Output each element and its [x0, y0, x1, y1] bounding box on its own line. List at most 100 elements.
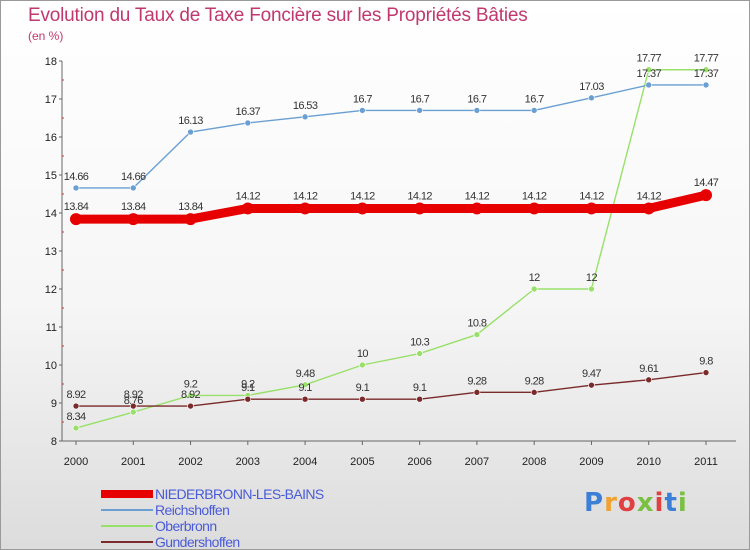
x-tick-label: 2003	[236, 456, 260, 468]
data-label: 14.12	[579, 190, 604, 202]
data-point	[588, 94, 595, 102]
brand-logo-letter: t	[664, 488, 678, 518]
x-tick-label: 2009	[579, 456, 603, 468]
brand-logo: Proxiti	[584, 488, 688, 518]
data-label: 16.7	[353, 93, 372, 105]
x-tick-label: 2007	[465, 456, 489, 468]
data-point	[184, 213, 197, 226]
data-label: 8.76	[124, 395, 143, 407]
y-tick-label: 9	[51, 398, 57, 410]
data-point	[530, 285, 538, 293]
data-point	[473, 107, 481, 114]
data-label: 13.84	[121, 201, 146, 213]
data-label: 14.66	[64, 171, 89, 183]
legend-label: Gundershoffen	[155, 534, 240, 550]
data-point	[244, 395, 252, 403]
data-point	[588, 381, 595, 389]
data-label: 8.34	[66, 411, 85, 423]
data-point	[413, 202, 426, 215]
data-label: 14.12	[407, 190, 432, 202]
brand-logo-letter: i	[654, 488, 665, 518]
series-line	[75, 371, 707, 407]
legend-swatch	[101, 509, 153, 511]
data-label: 9.2	[241, 378, 255, 390]
data-point	[301, 381, 309, 389]
x-tick-label: 2006	[407, 456, 431, 468]
data-label: 17.37	[694, 68, 719, 80]
brand-logo-letter: o	[617, 488, 637, 518]
data-label: 16.7	[410, 93, 429, 105]
data-point	[129, 184, 137, 192]
data-label: 9.2	[184, 378, 198, 390]
data-label: 16.7	[525, 93, 544, 105]
data-label: 10	[357, 348, 369, 360]
data-label: 8.92	[124, 389, 143, 401]
y-tick-label: 17	[45, 94, 57, 106]
data-point	[129, 402, 137, 410]
x-tick-label: 2000	[64, 456, 88, 468]
y-tick-label: 10	[45, 360, 57, 372]
series-line	[71, 190, 711, 224]
data-label: 10.3	[410, 337, 429, 349]
data-point	[473, 331, 481, 338]
data-point	[70, 213, 82, 226]
data-label: 9.47	[582, 368, 601, 380]
data-label: 14.12	[236, 190, 261, 202]
data-point	[301, 113, 309, 121]
data-point	[359, 395, 366, 403]
brand-logo-letter: r	[604, 488, 618, 518]
data-point	[642, 202, 655, 215]
x-tick-label: 2010	[636, 456, 660, 468]
data-point	[416, 395, 423, 403]
data-point	[702, 81, 710, 89]
x-tick-label: 2005	[350, 456, 374, 468]
data-point	[72, 184, 80, 192]
data-point	[301, 395, 309, 403]
legend-swatch	[101, 525, 153, 527]
data-point	[187, 392, 194, 399]
data-label: 8.92	[66, 389, 85, 401]
data-label: 14.12	[522, 190, 547, 202]
legend-label: NIEDERBRONN-LES-BAINS	[155, 486, 324, 502]
data-point	[72, 424, 80, 432]
data-point	[187, 402, 194, 410]
x-tick-label: 2011	[694, 456, 718, 468]
data-point	[700, 189, 712, 202]
data-point	[244, 119, 252, 127]
series-line	[75, 69, 707, 429]
data-label: 17.77	[636, 53, 661, 65]
data-point	[299, 202, 312, 215]
data-point	[241, 202, 254, 215]
y-tick-label: 16	[45, 132, 57, 144]
data-label: 17.37	[636, 68, 661, 80]
data-label: 13.84	[64, 201, 89, 213]
data-point	[72, 402, 80, 410]
brand-logo-letter: P	[584, 488, 605, 518]
data-point	[416, 107, 423, 114]
data-label: 12	[586, 272, 598, 284]
legend-label: Reichshoffen	[155, 502, 230, 518]
chart-title: Evolution du Taux de Taxe Foncière sur l…	[28, 5, 528, 26]
y-tick-label: 11	[46, 322, 57, 334]
y-tick-label: 18	[45, 56, 57, 68]
data-label: 9.8	[699, 356, 713, 368]
data-label: 17.03	[579, 81, 604, 93]
y-tick-label: 14	[45, 208, 57, 220]
legend-swatch	[101, 490, 153, 498]
chart-subtitle: (en %)	[28, 29, 64, 43]
data-point	[528, 202, 541, 215]
data-point	[645, 81, 653, 89]
data-point	[187, 128, 194, 136]
brand-logo-letter: x	[636, 488, 655, 518]
data-label: 10.8	[467, 318, 486, 330]
y-tick-label: 12	[45, 284, 57, 296]
data-label: 9.48	[296, 368, 315, 380]
data-label: 13.84	[178, 201, 203, 213]
data-label: 14.66	[121, 171, 146, 183]
brand-logo-letter: i	[677, 488, 688, 518]
legend-label: Oberbronn	[155, 518, 217, 534]
data-point	[473, 389, 481, 396]
x-tick-label: 2004	[293, 456, 317, 468]
